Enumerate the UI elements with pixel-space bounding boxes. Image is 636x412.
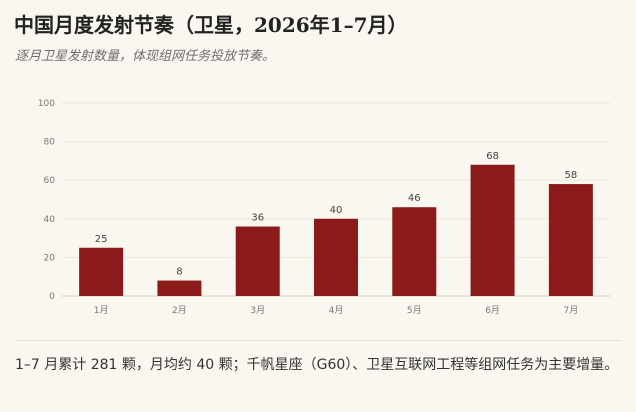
y-tick-label: 80 bbox=[44, 138, 56, 148]
bar bbox=[548, 184, 593, 296]
bar bbox=[470, 164, 515, 296]
y-tick-label: 60 bbox=[44, 176, 56, 186]
y-tick-label: 0 bbox=[49, 292, 55, 302]
x-tick-label: 4月 bbox=[329, 305, 344, 316]
bar bbox=[235, 226, 280, 296]
bar bbox=[79, 247, 124, 296]
bar bbox=[314, 218, 358, 296]
bar-value-label: 68 bbox=[486, 151, 499, 162]
bar-value-label: 36 bbox=[251, 213, 264, 224]
chart-subtitle: 逐月卫星发射数量，体现组网任务投放节奏。 bbox=[15, 49, 276, 64]
x-tick-label: 3月 bbox=[250, 305, 265, 316]
x-tick-label: 5月 bbox=[407, 305, 422, 316]
y-tick-label: 20 bbox=[44, 253, 56, 263]
bar-chart: 0 20 40 60 80 100 25 1月 8 2月 36 3月 40 4月 46 5月 68 6月 58 7月 bbox=[38, 99, 610, 316]
x-tick-label: 2月 bbox=[172, 305, 187, 316]
x-tick-label: 7月 bbox=[563, 305, 578, 316]
bar-value-label: 40 bbox=[330, 205, 343, 216]
bar-value-label: 8 bbox=[176, 267, 182, 278]
y-tick-label: 40 bbox=[44, 215, 56, 225]
bar-value-label: 58 bbox=[564, 170, 577, 181]
x-tick-label: 6月 bbox=[485, 305, 500, 316]
summary-note: 1–7 月累计 281 颗，月均约 40 颗；千帆星座（G60）、卫星互联网工程… bbox=[15, 357, 619, 373]
x-tick-label: 1月 bbox=[94, 305, 109, 316]
bar-value-label: 25 bbox=[95, 234, 108, 245]
divider bbox=[15, 340, 621, 341]
bar bbox=[392, 207, 437, 296]
y-tick-label: 100 bbox=[38, 99, 55, 109]
bar bbox=[157, 280, 202, 296]
bar-value-label: 46 bbox=[408, 193, 421, 204]
chart-title: 中国月度发射节奏（卫星，2026年1–7月） bbox=[14, 13, 408, 37]
